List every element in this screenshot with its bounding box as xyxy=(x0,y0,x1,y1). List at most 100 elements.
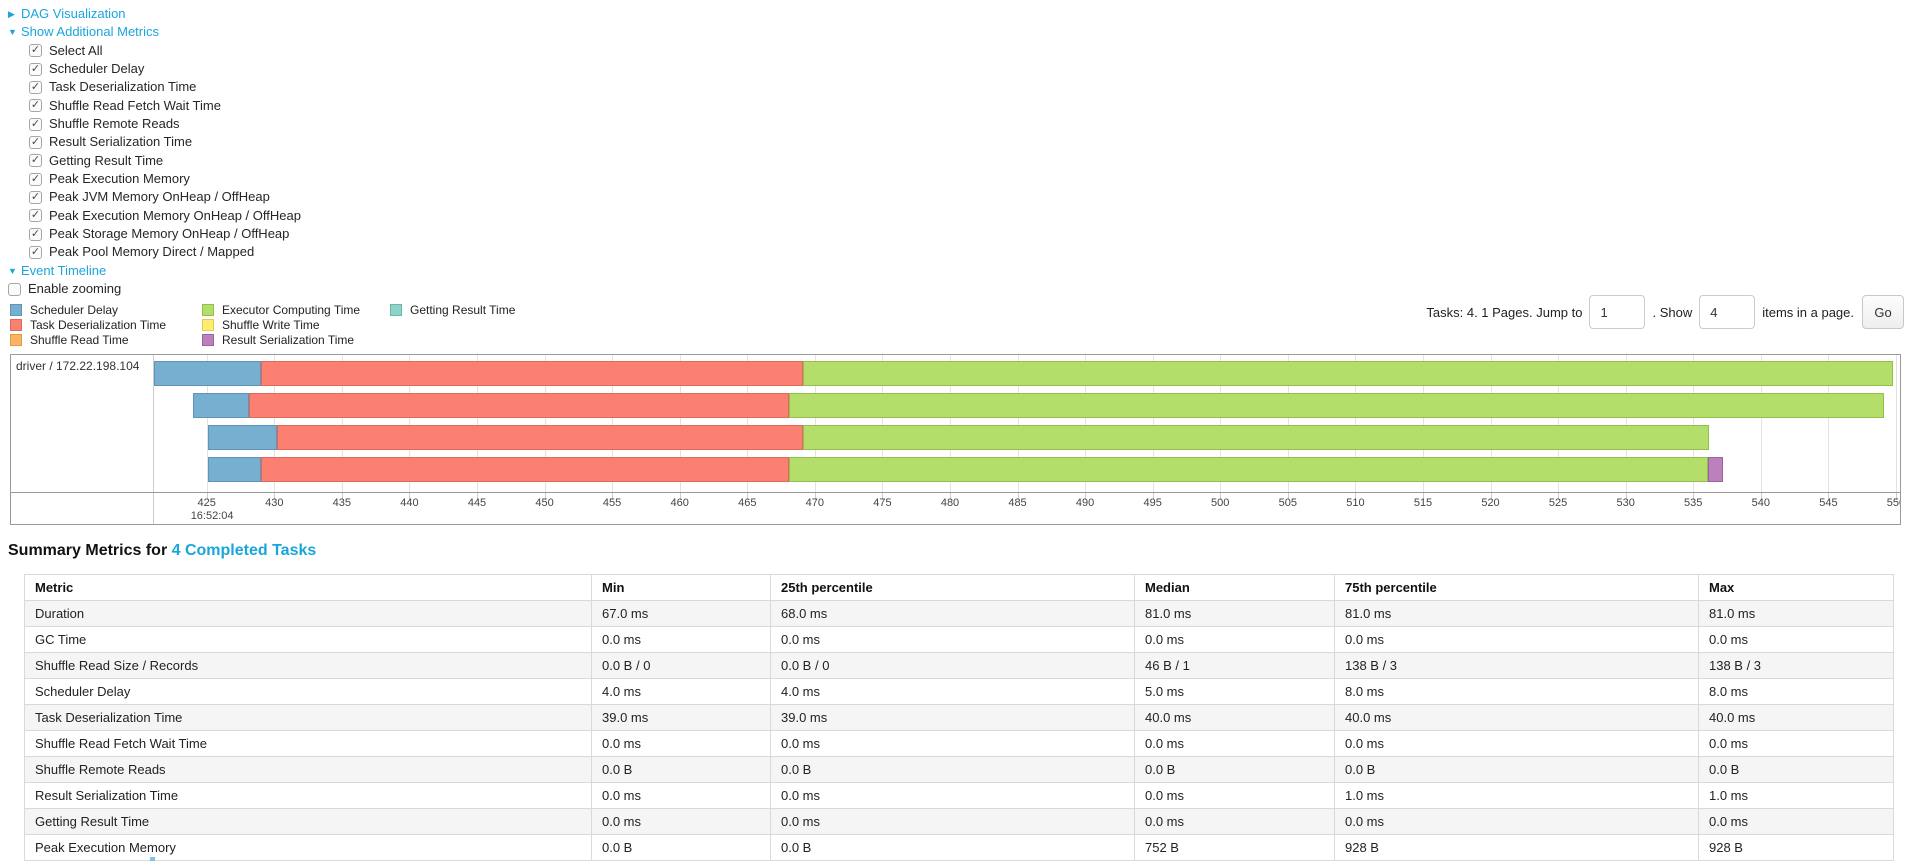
checkbox-checked-icon[interactable]: ✓ xyxy=(29,99,42,113)
metric-checkbox-row[interactable]: ✓ Scheduler Delay xyxy=(8,60,301,78)
timeline-label-column-footer xyxy=(11,492,154,524)
table-cell: 40.0 ms xyxy=(1334,704,1699,731)
checkbox-checked-icon[interactable]: ✓ xyxy=(29,136,42,150)
timeline-legend: Scheduler Delay Task Deserialization Time… xyxy=(10,303,515,347)
checkbox-checked-icon[interactable]: ✓ xyxy=(29,172,42,186)
metric-checkbox-row[interactable]: ✓ Peak Storage Memory OnHeap / OffHeap xyxy=(8,225,301,243)
axis-tick-label: 520 xyxy=(1481,497,1500,509)
metric-checkbox-row[interactable]: ✓ Shuffle Remote Reads xyxy=(8,115,301,133)
completed-tasks-link[interactable]: 4 Completed Tasks xyxy=(171,542,317,559)
legend-item: Scheduler Delay xyxy=(10,303,202,318)
axis-tick-mark xyxy=(1895,493,1897,500)
axis-start-time-label: 16:52:04 xyxy=(190,510,234,522)
axis-tick-label: 545 xyxy=(1819,497,1838,509)
table-cell: 39.0 ms xyxy=(591,704,771,731)
metric-checkbox-row[interactable]: ✓ Getting Result Time xyxy=(8,152,301,170)
checkbox-checked-icon[interactable]: ✓ xyxy=(29,81,42,95)
axis-tick-mark xyxy=(1423,493,1424,500)
axis-tick-label: 455 xyxy=(602,497,622,509)
task-bar-segment-executor_computing[interactable] xyxy=(789,457,1709,482)
task-bar-segment-executor_computing[interactable] xyxy=(802,361,1894,386)
gridline xyxy=(1828,355,1830,492)
table-cell: 0.0 ms xyxy=(1698,808,1894,835)
task-bar-segment-result_serialization[interactable] xyxy=(1708,457,1723,482)
dag-visualization-toggle[interactable]: ▶ DAG Visualization xyxy=(8,5,301,23)
task-bar-segment-scheduler_delay[interactable] xyxy=(193,393,249,418)
table-cell: 68.0 ms xyxy=(770,600,1135,627)
summary-heading-prefix: Summary Metrics for xyxy=(8,542,168,559)
axis-tick-mark xyxy=(814,493,816,500)
gridline xyxy=(1625,355,1627,492)
items-per-page-input[interactable] xyxy=(1699,295,1756,329)
axis-tick-label: 525 xyxy=(1548,497,1568,509)
event-timeline-toggle[interactable]: ▼ Event Timeline xyxy=(8,262,301,280)
table-cell: Scheduler Delay xyxy=(24,678,592,705)
task-bar-segment-scheduler_delay[interactable] xyxy=(154,361,261,386)
table-cell: Shuffle Read Size / Records xyxy=(24,652,592,679)
gridline xyxy=(882,355,884,492)
metric-checkbox-row[interactable]: ✓ Task Deserialization Time xyxy=(8,78,301,96)
task-bar-segment-task_deserialization[interactable] xyxy=(260,361,803,386)
legend-item: Result Serialization Time xyxy=(202,333,390,348)
checkbox-checked-icon[interactable]: ✓ xyxy=(29,44,42,58)
metric-checkbox-row[interactable]: ✓ Peak Execution Memory xyxy=(8,170,301,188)
table-header-cell: 75th percentile xyxy=(1334,574,1699,601)
table-row: Scheduler Delay 4.0 ms 4.0 ms 5.0 ms 8.0 ms 8… xyxy=(24,678,1894,705)
show-additional-metrics-toggle[interactable]: ▼ Show Additional Metrics xyxy=(8,23,301,41)
table-cell: 0.0 ms xyxy=(1134,626,1335,653)
gridline xyxy=(1760,355,1762,492)
axis-tick-mark xyxy=(950,493,951,500)
task-bar-segment-executor_computing[interactable] xyxy=(802,425,1710,450)
table-header-cell: Median xyxy=(1134,574,1335,601)
task-bar-segment-task_deserialization[interactable] xyxy=(248,393,790,418)
metric-checkbox-row[interactable]: ✓ Peak Pool Memory Direct / Mapped xyxy=(8,243,301,261)
gridline xyxy=(206,355,208,492)
axis-tick-label: 445 xyxy=(467,497,487,509)
task-bar-segment-task_deserialization[interactable] xyxy=(260,457,790,482)
gridline xyxy=(1558,355,1560,492)
checkbox-checked-icon[interactable]: ✓ xyxy=(29,154,42,168)
gridline xyxy=(1693,355,1695,492)
go-button[interactable]: Go xyxy=(1862,295,1904,329)
checkbox-checked-icon[interactable]: ✓ xyxy=(29,191,42,205)
task-bar-segment-scheduler_delay[interactable] xyxy=(208,457,261,482)
table-cell: 0.0 ms xyxy=(1698,626,1894,653)
metric-checkbox-row[interactable]: ✓ Result Serialization Time xyxy=(8,133,301,151)
gridline xyxy=(477,355,478,492)
metric-checkbox-row[interactable]: ✓ Peak JVM Memory OnHeap / OffHeap xyxy=(8,188,301,206)
table-cell: 4.0 ms xyxy=(770,678,1135,705)
task-bar-segment-scheduler_delay[interactable] xyxy=(208,425,277,450)
table-cell: 0.0 ms xyxy=(770,808,1135,835)
axis-tick-mark xyxy=(1355,493,1357,500)
checkbox-checked-icon[interactable]: ✓ xyxy=(29,117,42,131)
axis-tick-mark xyxy=(206,493,208,500)
task-bar-segment-executor_computing[interactable] xyxy=(789,393,1884,418)
checkbox-checked-icon[interactable]: ✓ xyxy=(29,227,42,241)
table-row: Shuffle Read Size / Records 0.0 B / 0 0.0 … xyxy=(24,652,1894,679)
table-row: Result Serialization Time 0.0 ms 0.0 ms 0.0… xyxy=(24,782,1894,809)
jump-to-page-input[interactable] xyxy=(1589,295,1646,329)
table-cell: 0.0 ms xyxy=(770,730,1135,757)
event-timeline-chart: driver / 172.22.198.104 425 430 435 440 445 4… xyxy=(10,354,1901,525)
metrics-checkbox-list: ✓ Select All ✓ Scheduler Delay ✓ Task Deseria… xyxy=(8,42,301,262)
axis-tick-mark xyxy=(1558,493,1560,500)
metric-checkbox-row[interactable]: ✓ Peak Execution Memory OnHeap / OffHeap xyxy=(8,207,301,225)
task-bar-segment-task_deserialization[interactable] xyxy=(277,425,803,450)
timeline-label-column: driver / 172.22.198.104 xyxy=(11,355,154,492)
checkbox-unchecked-icon[interactable] xyxy=(8,282,21,296)
enable-zooming-row[interactable]: Enable zooming xyxy=(8,280,301,298)
checkbox-checked-icon[interactable]: ✓ xyxy=(29,209,42,223)
checkbox-checked-icon[interactable]: ✓ xyxy=(29,62,42,76)
axis-tick-label: 550 xyxy=(1886,497,1900,509)
axis-tick-label: 475 xyxy=(873,497,892,509)
axis-tick-label: 435 xyxy=(332,497,351,509)
metric-checkbox-row[interactable]: ✓ Select All xyxy=(8,42,301,60)
checkbox-checked-icon[interactable]: ✓ xyxy=(29,246,42,260)
legend-label: Getting Result Time xyxy=(410,303,516,318)
gridline xyxy=(1895,355,1897,492)
metric-checkbox-row[interactable]: ✓ Shuffle Read Fetch Wait Time xyxy=(8,97,301,115)
table-cell: 81.0 ms xyxy=(1334,600,1699,627)
table-cell: 67.0 ms xyxy=(591,600,771,627)
legend-item: Getting Result Time xyxy=(390,303,515,318)
table-cell: 5.0 ms xyxy=(1134,678,1335,705)
